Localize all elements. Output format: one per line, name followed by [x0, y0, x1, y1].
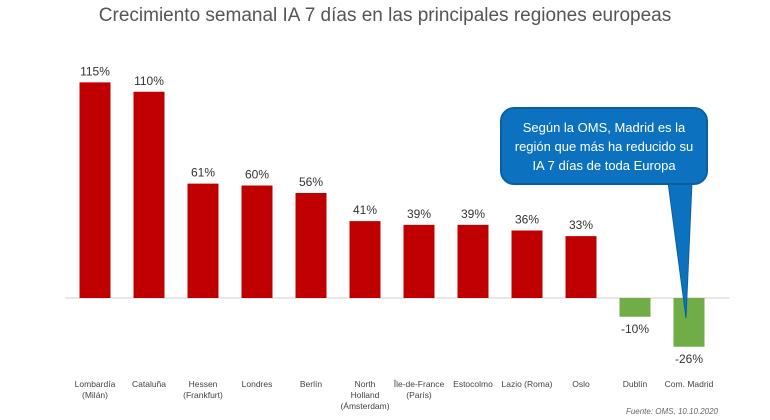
bar-value-label-1: 110%: [134, 74, 164, 88]
category-label-5: North Holland (Ámsterdam): [340, 379, 389, 411]
bar-value-label-0: 115%: [80, 64, 110, 78]
bar-value-label-11: -26%: [675, 352, 703, 366]
bar-11: [673, 298, 705, 347]
bar-5: [349, 221, 381, 298]
bar-value-label-5: 41%: [353, 203, 377, 217]
bar-8: [511, 230, 543, 298]
category-label-3: Londres: [242, 379, 273, 389]
bar-value-label-10: -10%: [621, 322, 649, 336]
bar-value-label-7: 39%: [461, 207, 485, 221]
bar-value-label-8: 36%: [515, 213, 539, 227]
category-label-4: Berlín: [300, 379, 322, 389]
category-label-10: Dublín: [623, 379, 648, 389]
bar-7: [457, 224, 489, 298]
bar-4: [295, 193, 327, 298]
bar-2: [187, 183, 219, 298]
category-label-6: Île-de-France (París): [393, 379, 445, 400]
bar-3: [241, 185, 273, 298]
bar-value-label-2: 61%: [191, 166, 215, 180]
category-label-11: Com. Madrid: [665, 379, 714, 389]
category-label-8: Lazio (Roma): [501, 379, 552, 389]
callout-annotation: Según la OMS, Madrid es la región que má…: [500, 107, 708, 185]
bar-6: [403, 224, 435, 298]
bar-0: [79, 82, 111, 298]
category-label-0: Lombardía (Milán): [75, 379, 116, 400]
bar-value-label-9: 33%: [569, 218, 593, 232]
category-label-9: Oslo: [572, 379, 590, 389]
bar-10: [619, 298, 651, 317]
category-label-7: Estocolmo: [453, 379, 493, 389]
bar-value-label-6: 39%: [407, 207, 431, 221]
category-label-2: Hessen (Frankfurt): [183, 379, 223, 400]
category-label-1: Cataluña: [132, 379, 166, 389]
chart-title: Crecimiento semanal IA 7 días en las pri…: [98, 5, 672, 26]
source-note: Fuente: OMS, 10.10.2020: [625, 407, 718, 416]
bar-1: [133, 91, 165, 298]
bar-value-label-3: 60%: [245, 168, 269, 182]
bar-value-label-4: 56%: [299, 175, 323, 189]
bar-9: [565, 236, 597, 298]
